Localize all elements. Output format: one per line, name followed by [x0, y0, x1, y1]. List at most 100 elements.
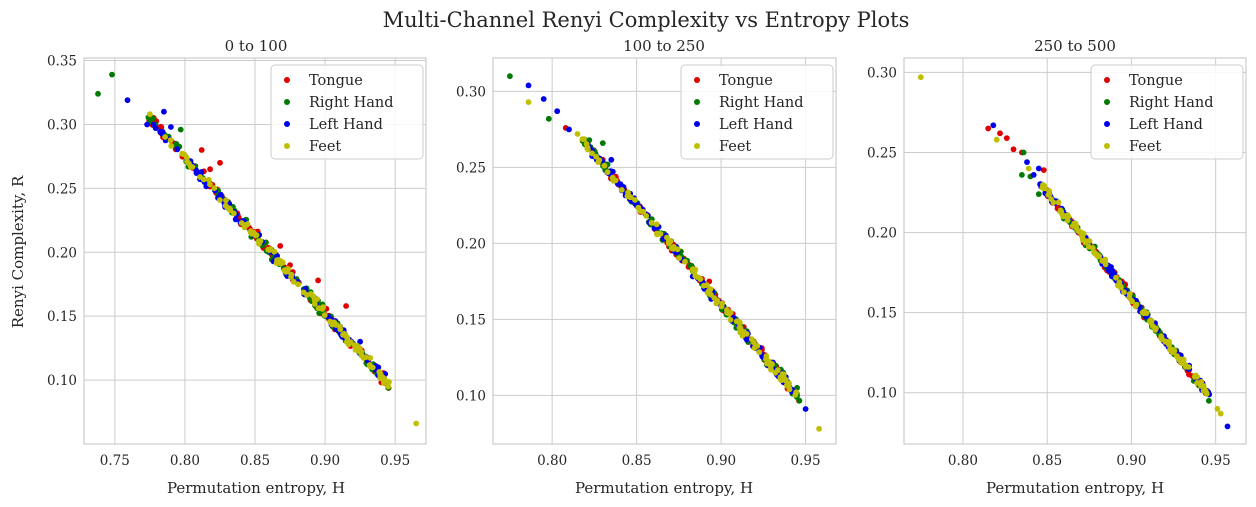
point-right-hand — [109, 71, 115, 78]
point-left-hand — [217, 191, 224, 198]
point-left-hand — [1035, 165, 1042, 172]
point-feet — [1129, 298, 1135, 305]
point-feet — [1178, 359, 1185, 366]
point-feet — [386, 379, 392, 385]
legend-box — [270, 64, 424, 160]
point-feet — [1152, 327, 1159, 333]
point-feet — [288, 271, 295, 278]
point-feet — [290, 278, 297, 285]
point-feet — [168, 143, 175, 149]
point-right-hand — [1035, 191, 1042, 198]
point-feet — [1025, 165, 1032, 172]
legend-marker-right-hand — [284, 99, 290, 105]
point-right-hand — [1019, 172, 1025, 178]
point-feet — [275, 257, 282, 263]
point-feet — [1113, 274, 1119, 281]
point-feet — [167, 137, 174, 144]
point-feet — [653, 221, 660, 228]
point-right-hand — [794, 384, 800, 391]
point-feet — [574, 131, 581, 137]
point-feet — [626, 194, 633, 200]
legend-marker-feet — [1104, 143, 1110, 149]
point-left-hand — [540, 96, 547, 102]
point-feet — [321, 312, 328, 318]
ticks: 0.80 0.85 0.90 0.95 0.10 0.15 0.20 0.25 0.30 — [867, 65, 1231, 469]
x-tick-label: 0.85 — [622, 453, 652, 469]
point-left-hand — [802, 406, 809, 412]
point-feet — [589, 150, 595, 157]
legend-label-feet: Feet — [719, 139, 751, 155]
x-tick-label: 0.75 — [100, 453, 130, 469]
point-feet — [714, 297, 721, 304]
point-feet — [726, 310, 733, 317]
point-tongue — [997, 130, 1003, 137]
x-tick-label: 0.80 — [537, 453, 567, 469]
point-feet — [295, 281, 302, 288]
point-right-hand — [177, 126, 184, 133]
point-feet — [657, 231, 664, 237]
point-feet — [1079, 234, 1086, 241]
y-tick-label: 0.20 — [456, 236, 486, 252]
point-feet — [1158, 335, 1165, 341]
point-feet — [282, 267, 288, 274]
point-feet — [1194, 374, 1200, 380]
point-tongue — [158, 124, 165, 131]
point-feet — [767, 363, 774, 370]
y-tick-label: 0.30 — [867, 65, 897, 81]
legend-marker-left-hand — [1104, 121, 1110, 127]
point-feet — [780, 371, 787, 378]
point-left-hand — [168, 124, 174, 130]
point-feet — [665, 238, 672, 245]
point-feet — [1095, 253, 1101, 260]
legend-label-feet: Feet — [309, 139, 341, 155]
point-left-hand — [608, 156, 615, 163]
point-tongue — [315, 277, 321, 284]
point-feet — [205, 176, 212, 183]
point-feet — [754, 343, 761, 349]
point-feet — [207, 181, 213, 188]
point-feet — [1102, 258, 1108, 265]
point-feet — [217, 197, 223, 203]
y-tick-label: 0.25 — [47, 181, 77, 197]
legend: Tongue Right Hand Left Hand Feet — [270, 64, 424, 160]
point-feet — [267, 246, 274, 252]
point-feet — [252, 231, 258, 238]
y-tick-label: 0.20 — [47, 245, 77, 261]
point-feet — [643, 213, 650, 219]
point-feet — [736, 324, 743, 331]
point-left-hand — [161, 108, 167, 115]
x-axis-label-text: Permutation entropy, H — [167, 479, 345, 497]
point-tongue — [277, 243, 284, 249]
legend-label-left-hand: Left Hand — [719, 117, 793, 133]
point-feet — [1072, 220, 1079, 227]
point-feet — [366, 362, 373, 368]
point-feet — [413, 420, 420, 427]
point-tongue — [1003, 135, 1010, 142]
point-left-hand — [174, 146, 181, 153]
legend-label-right-hand: Right Hand — [309, 95, 394, 111]
legend-marker-right-hand — [1104, 99, 1110, 105]
point-left-hand — [357, 338, 363, 345]
point-feet — [1050, 199, 1057, 206]
panel-title: 0 to 100 — [225, 37, 288, 55]
point-left-hand — [150, 121, 157, 128]
plot-frame — [903, 57, 1247, 445]
point-feet — [674, 246, 681, 253]
point-feet — [763, 356, 769, 363]
point-feet — [1217, 410, 1224, 417]
point-feet — [211, 185, 218, 192]
point-tongue — [985, 125, 992, 132]
point-feet — [1121, 289, 1127, 295]
point-feet — [785, 380, 791, 387]
point-feet — [352, 346, 359, 353]
point-feet — [581, 136, 587, 143]
point-feet — [223, 197, 229, 204]
legend-marker-left-hand — [694, 121, 700, 127]
point-tongue — [207, 166, 214, 173]
point-feet — [772, 369, 779, 376]
point-feet — [1041, 182, 1047, 189]
legend-marker-tongue — [694, 77, 700, 83]
point-tongue — [1010, 146, 1017, 153]
point-left-hand — [1030, 172, 1037, 178]
